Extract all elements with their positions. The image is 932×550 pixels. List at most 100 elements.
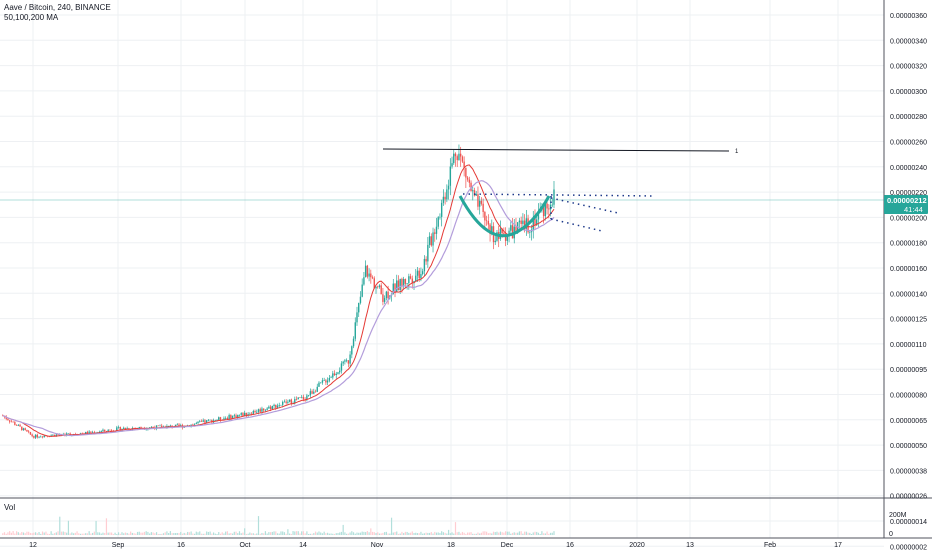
volume-bar <box>375 533 377 535</box>
horizontal-line-label: 1 <box>735 149 739 155</box>
candle-body <box>396 280 398 292</box>
volume-bar <box>356 532 358 535</box>
candle-body <box>26 429 28 432</box>
candle-body <box>309 391 312 396</box>
candle-body <box>473 190 476 196</box>
candle-body <box>193 423 196 425</box>
volume-bar <box>9 531 11 535</box>
candle-body <box>356 312 358 323</box>
candle-body <box>385 291 388 299</box>
candle-body <box>278 404 280 406</box>
volume-bar <box>449 533 451 535</box>
x-tick-label: 12 <box>29 542 37 549</box>
candle-body <box>10 421 13 423</box>
volume-bar <box>60 531 63 535</box>
volume-bar <box>292 531 294 535</box>
candle-body <box>440 202 443 217</box>
candle-body <box>192 424 194 426</box>
volume-bar <box>446 533 448 535</box>
candle-body <box>408 276 410 284</box>
candle-body <box>401 278 403 287</box>
y-tick-label: 0.00000125 <box>890 317 927 324</box>
volume-bar <box>73 533 75 535</box>
candle-body <box>256 411 258 413</box>
candle-body <box>378 285 381 287</box>
candle-body <box>102 429 104 431</box>
volume-bar <box>365 532 367 535</box>
candle-body <box>218 417 220 420</box>
candle-body <box>523 220 526 229</box>
volume-bar <box>43 532 45 535</box>
candle-body <box>230 414 232 419</box>
candle-body <box>88 431 90 434</box>
volume-bar <box>71 532 73 535</box>
volume-bar <box>332 533 334 535</box>
volume-bar <box>126 532 128 535</box>
price-badge-bg <box>884 195 928 214</box>
candle-body <box>178 424 180 426</box>
candle-body <box>311 391 313 394</box>
candle-body <box>494 240 496 243</box>
volume-bar <box>422 533 424 535</box>
volume-bar <box>225 531 227 535</box>
volume-bar <box>254 533 256 535</box>
volume-bar <box>408 532 410 535</box>
volume-bar <box>174 533 177 535</box>
volume-bar <box>119 533 121 535</box>
candle-body <box>415 275 417 282</box>
volume-bar <box>301 531 303 535</box>
candle-body <box>428 236 431 245</box>
y-axis: 0.00000360 0.00000340 0.00000320 0.00000300… <box>890 13 927 550</box>
y-tick-label: 0.00000014 <box>890 519 927 526</box>
candle-body <box>548 208 550 210</box>
volume-bar <box>176 532 178 535</box>
volume-bar <box>492 531 495 535</box>
volume-bar <box>325 533 327 535</box>
volume-bar <box>14 533 16 535</box>
candle-body <box>41 436 44 438</box>
candle-body <box>21 426 23 431</box>
volume-bar <box>311 533 313 535</box>
volume-bar <box>333 533 336 535</box>
candle-body <box>347 360 350 364</box>
volume-bar <box>219 533 222 535</box>
candle-body <box>485 220 488 222</box>
volume-bar <box>181 533 184 535</box>
candle-body <box>394 283 396 292</box>
candle-body <box>520 220 522 224</box>
volume-bar <box>460 533 462 535</box>
candle-body <box>435 226 438 234</box>
candle-body <box>269 406 272 410</box>
volume-bar <box>423 533 425 535</box>
candle-body <box>491 226 493 235</box>
volume-bar <box>313 533 315 535</box>
candle-body <box>366 265 369 277</box>
volume-bar <box>90 533 92 535</box>
candle-body <box>17 424 20 426</box>
y-tick-label: 0.00000110 <box>890 342 927 349</box>
candle-body <box>330 377 332 379</box>
candle-body <box>245 412 248 416</box>
volume-bar <box>275 531 277 535</box>
volume-bar <box>216 533 218 535</box>
candle-body <box>340 363 343 371</box>
candle-body <box>301 396 303 398</box>
candle-body <box>81 433 83 434</box>
volume-bar <box>363 531 365 535</box>
candle-body <box>387 291 389 299</box>
volume-bar <box>432 533 434 535</box>
volume-bar <box>231 533 234 535</box>
volume-bar <box>86 533 89 535</box>
candle-body <box>129 429 132 431</box>
volume-bar <box>290 533 292 535</box>
y-tick-label: 0.00000240 <box>890 165 927 172</box>
volume-bar <box>543 533 545 535</box>
candle-body <box>472 190 474 192</box>
candle-body <box>27 431 30 433</box>
indicator-label: 50,100,200 MA <box>4 13 59 22</box>
candle-body <box>503 233 505 235</box>
candle-body <box>197 421 199 424</box>
volume-bar <box>10 532 12 535</box>
candle-body <box>204 420 206 423</box>
volume-bar <box>527 532 529 535</box>
